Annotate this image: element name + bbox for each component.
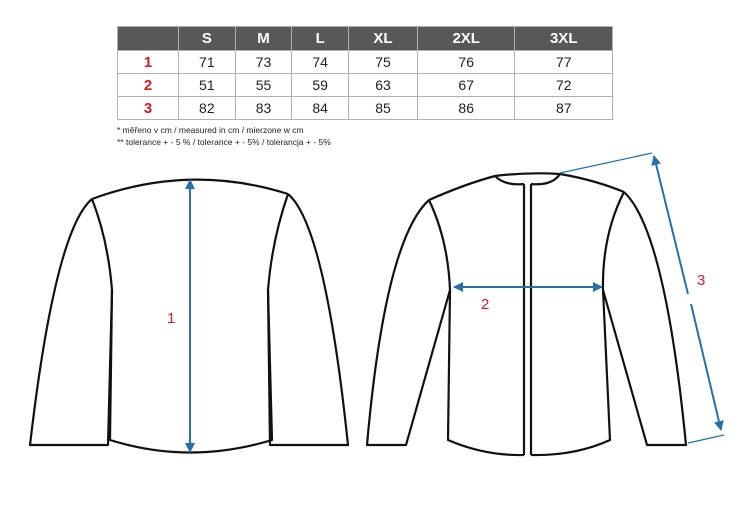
header-cell: M: [234, 26, 293, 51]
jacket-front: [365, 172, 688, 457]
measure-1-label: 1: [167, 310, 175, 327]
size-cell: 77: [514, 50, 613, 74]
measure-3-arrow-bottom: [690, 303, 724, 431]
header-cell: [117, 26, 179, 51]
header-cell: XL: [348, 26, 418, 51]
size-cell: 67: [416, 73, 516, 97]
size-table: S M L XL 2XL 3XL 1 71 73 74 75 76 77 2 51 55 59 63 6…: [117, 26, 613, 120]
size-cell: 84: [291, 96, 350, 120]
measure-3-arrow-top: [651, 155, 689, 295]
size-cell: 74: [291, 50, 350, 74]
size-cell: 82: [178, 96, 236, 120]
size-row: 2 51 55 59 63 67 72: [117, 73, 613, 97]
size-row: 1 71 73 74 75 76 77: [117, 50, 613, 74]
size-cell: 86: [416, 96, 516, 120]
header-cell: 2XL: [416, 26, 516, 51]
measure-2-label: 2: [481, 296, 489, 313]
size-cell: 83: [234, 96, 293, 120]
header-cell: L: [291, 26, 350, 51]
notes: * měřeno v cm / measured in cm / mierzon…: [117, 124, 331, 148]
size-row: 3 82 83 84 85 86 87: [117, 96, 613, 120]
note-tolerance: ** tolerance + - 5 % / tolerance + - 5% …: [117, 137, 331, 147]
row-label: 3: [117, 96, 179, 120]
measure-3-label: 3: [697, 272, 705, 289]
note-units: * měřeno v cm / measured in cm / mierzon…: [117, 125, 304, 135]
size-cell: 87: [514, 96, 613, 120]
extension-line: [687, 434, 725, 444]
size-header-row: S M L XL 2XL 3XL: [117, 26, 613, 51]
size-cell: 59: [291, 73, 350, 97]
header-cell: 3XL: [514, 26, 613, 51]
extension-line: [559, 152, 653, 174]
